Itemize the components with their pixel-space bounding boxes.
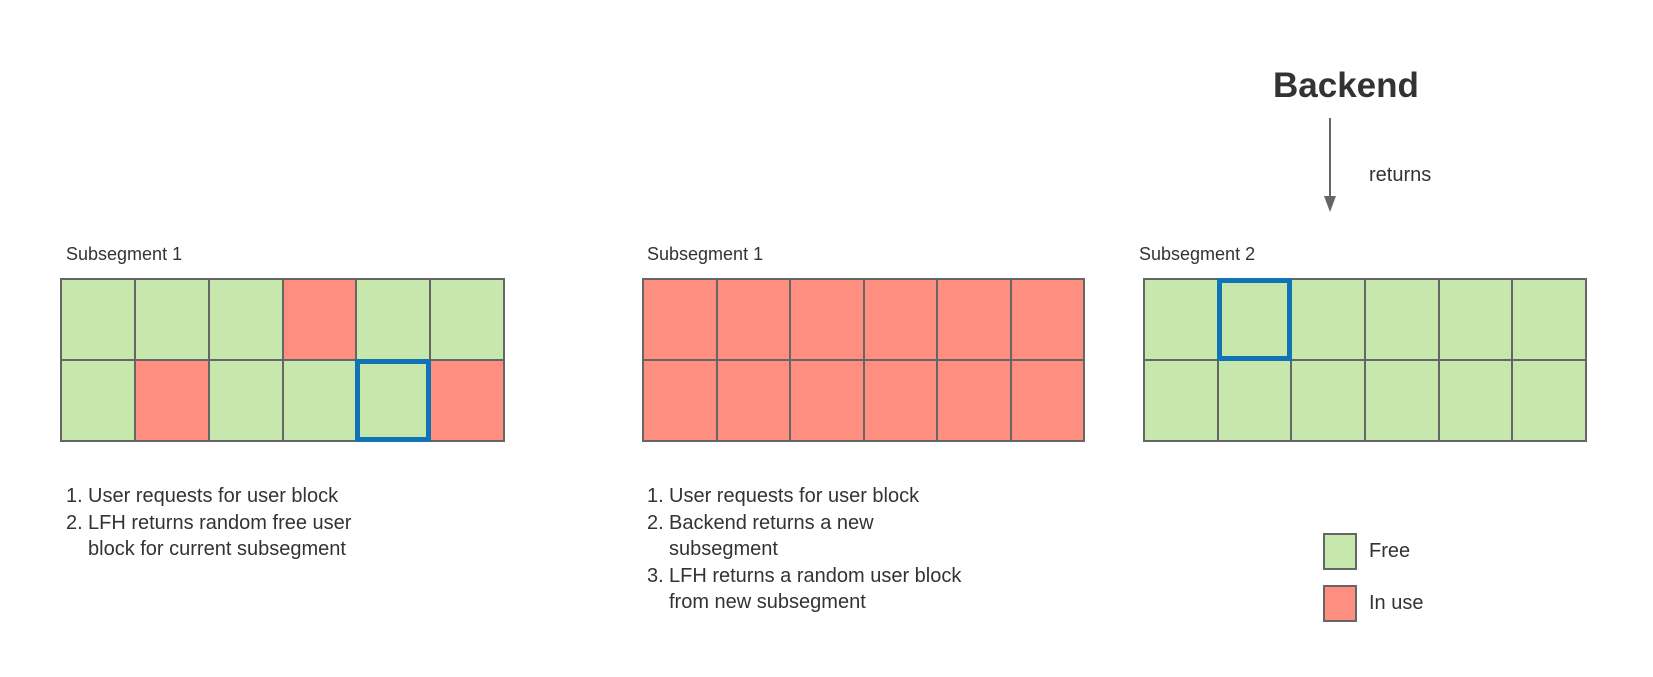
block-free [431, 280, 503, 359]
step-item: 1. User requests for user block [647, 483, 967, 510]
block-used [717, 280, 789, 359]
block-used [717, 361, 789, 440]
block-free [1292, 361, 1364, 440]
block-free [1513, 280, 1585, 359]
step-text: Backend returns a new subsegment [669, 511, 874, 561]
legend-free-label: Free [1369, 540, 1411, 562]
block-used [1011, 280, 1083, 359]
step-number: 3. [647, 564, 664, 587]
subsegment-grid-1 [60, 278, 505, 442]
step-number: 1. [66, 485, 83, 507]
step-item: 3. LFH returns a random user block from n… [647, 563, 967, 616]
block-used [644, 361, 716, 440]
block-free [135, 280, 208, 359]
block-used [791, 280, 863, 359]
block-free [1218, 361, 1291, 440]
panel-2-title: Subsegment 1 [647, 244, 764, 264]
block-free [209, 280, 282, 359]
block-free [1292, 280, 1364, 359]
block-free [357, 280, 430, 359]
block-free [1365, 361, 1438, 440]
block-free [62, 361, 134, 440]
step-number: 2. [66, 511, 83, 534]
block-used [135, 361, 208, 440]
block-free [62, 280, 134, 359]
panel-1-title: Subsegment 1 [66, 244, 183, 264]
step-item: 2. Backend returns a new subsegment [647, 510, 967, 563]
panel-3-title: Subsegment 2 [1139, 244, 1256, 264]
block-free [1439, 361, 1512, 440]
legend-in-use-swatch [1323, 585, 1357, 622]
block-used [1011, 361, 1083, 440]
returns-label: returns [1369, 164, 1432, 186]
step-text: LFH returns random free user block for c… [88, 511, 352, 561]
legend-free: Free [1323, 533, 1410, 570]
block-used [938, 361, 1010, 440]
block-free [1365, 280, 1438, 359]
block-used [431, 361, 503, 440]
block-free-selected [1216, 278, 1293, 361]
step-item: 1. User requests for user block [66, 483, 386, 510]
block-used [644, 280, 716, 359]
block-used [864, 280, 936, 359]
panel-1-steps: 1. User requests for user block 2. LFH retu… [66, 483, 386, 563]
block-free-selected [355, 359, 432, 442]
subsegment-grid-2 [642, 278, 1085, 442]
block-free [209, 361, 282, 440]
block-free [1145, 280, 1217, 359]
panel-2-steps: 1. User requests for user block 2. Backend … [647, 483, 967, 616]
block-used [283, 280, 356, 359]
block-used [938, 280, 1010, 359]
block-free [1439, 280, 1512, 359]
block-used [791, 361, 863, 440]
step-text: LFH returns a random user block from new… [669, 564, 962, 614]
block-free [1145, 361, 1217, 440]
subsegment-grid-3 [1143, 278, 1587, 442]
step-text: User requests for user block [669, 485, 920, 507]
legend-free-swatch [1323, 533, 1357, 570]
legend-in-use-label: In use [1369, 592, 1424, 614]
block-free [283, 361, 356, 440]
returns-arrow [1324, 118, 1336, 212]
block-free [1513, 361, 1585, 440]
step-number: 2. [647, 511, 664, 534]
step-item: 2. LFH returns random free user block for… [66, 510, 386, 563]
step-number: 1. [647, 485, 664, 507]
block-used [864, 361, 936, 440]
step-text: User requests for user block [88, 485, 339, 507]
legend-in-use: In use [1323, 585, 1423, 622]
backend-title: Backend [1273, 66, 1419, 105]
